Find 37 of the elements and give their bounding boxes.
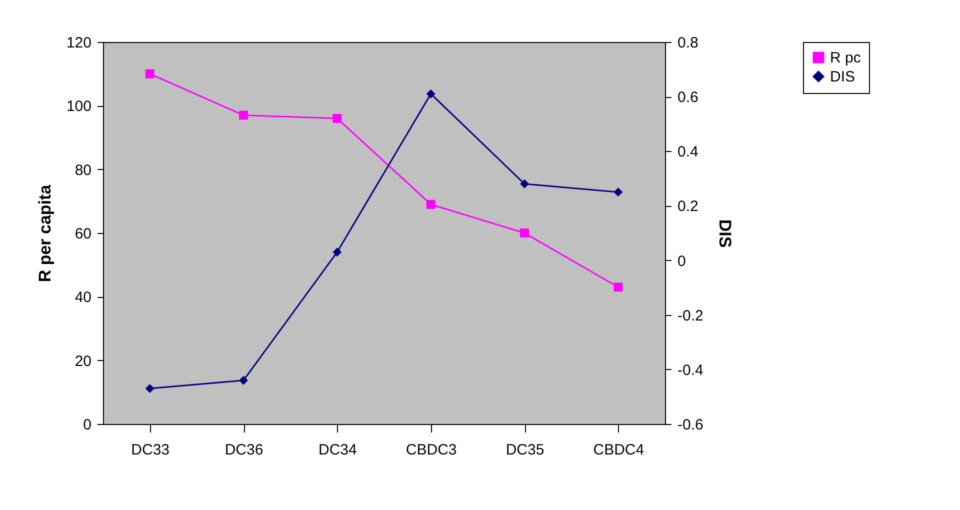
legend-label: R pc: [830, 50, 862, 66]
point: [332, 248, 342, 257]
point: [426, 200, 436, 209]
y-axis-title: R per capita: [35, 184, 54, 282]
y-tick-label: 80: [74, 162, 92, 179]
x-tick-label: DC35: [506, 442, 544, 458]
y2-axis-title: DIS: [715, 219, 734, 248]
legend-label: DIS: [830, 68, 856, 86]
y2-tick-label: 0.2: [678, 198, 698, 216]
point: [520, 179, 529, 188]
y2-tick-label: 0.4: [678, 144, 698, 161]
point: [145, 69, 154, 78]
y2-tick-label: -0.2: [678, 307, 704, 324]
point: [145, 384, 154, 393]
y-tick-label: 40: [74, 289, 92, 306]
x-tick-label: CBDC4: [593, 442, 644, 458]
y2-tick-label: -0.6: [678, 416, 704, 434]
y-tick-label: 60: [74, 226, 92, 242]
point: [520, 228, 529, 238]
x-tick-label: DC33: [131, 442, 170, 458]
point: [614, 282, 623, 292]
y-tick-label: 120: [66, 34, 92, 52]
point: [239, 376, 248, 385]
y2-tick-label: 0.6: [678, 89, 698, 106]
y2-tick-label: 0: [678, 252, 686, 270]
y-tick-label: 100: [66, 98, 92, 116]
x-tick-label: DC36: [224, 442, 264, 458]
point: [332, 114, 342, 123]
x-tick-label: DC34: [318, 442, 357, 458]
point: [426, 89, 436, 98]
point: [614, 188, 623, 197]
x-tick-label: CBDC3: [406, 442, 457, 458]
y-tick-label: 0: [83, 416, 92, 434]
y2-tick-label: -0.4: [678, 362, 704, 379]
point: [239, 110, 248, 120]
y2-tick-label: 0.8: [678, 34, 698, 52]
y-tick-label: 20: [74, 352, 92, 370]
